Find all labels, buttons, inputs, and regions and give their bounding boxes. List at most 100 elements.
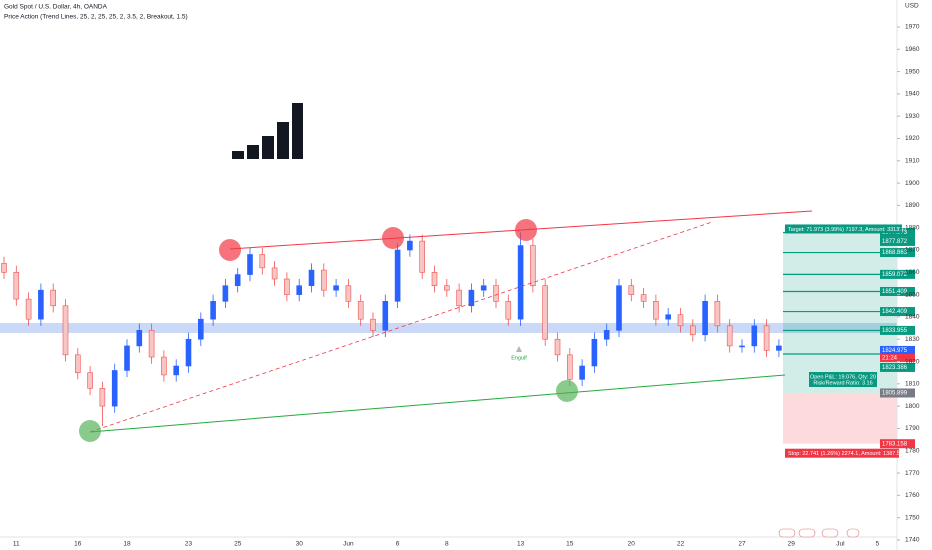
pnl-label: Open P&L: 19.076, Qty: 20 (810, 374, 876, 380)
candle-body (185, 338, 192, 367)
candle-body (468, 289, 475, 307)
candle-body (394, 249, 401, 302)
candle-body (628, 285, 635, 295)
candle-body (579, 365, 585, 380)
ratio-label: Risk/Reward Ratio: 3.16 (813, 380, 872, 386)
candle-body (370, 318, 376, 331)
candle-body (259, 254, 266, 269)
x-tick-label: 18 (123, 541, 131, 548)
drawings: Engulf (79, 103, 813, 442)
candle-body (689, 325, 696, 336)
y-tick-label: 1880 (905, 224, 920, 231)
y-tick-label: 1740 (905, 537, 920, 544)
pivot-low (79, 420, 101, 442)
indicator-label: Price Action (Trend Lines, 25, 2, 25, 25… (4, 14, 188, 21)
support-line (89, 374, 786, 433)
candle-body (148, 330, 155, 358)
candle-body (75, 354, 81, 373)
candle-body (62, 305, 69, 356)
price-tag-label: 1783.158 (882, 441, 908, 447)
price-tag-label: 1805.899 (882, 391, 908, 397)
x-tick-label: 15 (566, 541, 574, 548)
y-tick-label: 1750 (905, 514, 920, 521)
candle-body (480, 285, 487, 291)
y-tick-label: 1940 (905, 91, 920, 98)
candle-body (382, 301, 389, 331)
candle-body (443, 285, 450, 291)
candle-body (25, 298, 32, 320)
x-tick-label: 8 (445, 541, 449, 548)
target-box (785, 224, 902, 234)
candle-body (726, 325, 733, 347)
event-icons (778, 528, 860, 538)
candle-body (13, 272, 20, 300)
y-tick-label: 1840 (905, 314, 920, 321)
x-tick-label: 25 (234, 541, 242, 548)
candle-body (87, 372, 93, 389)
candle-body (653, 301, 659, 320)
candle-body (677, 314, 684, 327)
price-tag (880, 345, 915, 355)
candle-body (198, 318, 204, 340)
engulf-label: Engulf (511, 355, 527, 361)
price-tag-label: 1842.409 (882, 309, 908, 315)
y-tick-label: 1850 (905, 291, 920, 298)
countdown-tag (880, 353, 915, 362)
candle-body (345, 285, 352, 302)
candle-body (702, 301, 708, 336)
pivot-high (382, 227, 404, 249)
x-tick-label: 27 (738, 541, 746, 548)
price-tag (880, 307, 915, 317)
x-tick-label: 22 (677, 541, 685, 548)
x-tick-label: 23 (185, 541, 193, 548)
price-tag-label: 1823.386 (882, 365, 908, 371)
candle-body (419, 240, 426, 273)
stop-box (785, 448, 899, 458)
countdown-label: 21:24 (882, 356, 898, 362)
y-tick-label: 1760 (905, 492, 920, 499)
candle-body (136, 330, 143, 347)
y-tick-label: 1800 (905, 403, 920, 410)
candle-body (308, 269, 315, 287)
y-tick-label: 1820 (905, 358, 920, 365)
price-tag (880, 236, 915, 246)
price-tag (880, 248, 915, 258)
x-tick-label: 16 (74, 541, 82, 548)
candle-body (616, 285, 622, 331)
y-tick-label: 1930 (905, 113, 920, 120)
target-label: Target: 71.973 (3.99%) 7197.3, Amount: 3… (788, 227, 907, 233)
y-tick-label: 1960 (905, 46, 920, 53)
zones (0, 231, 897, 444)
y-tick-label: 1770 (905, 470, 920, 477)
candle-body (493, 285, 499, 302)
candle-body (50, 289, 57, 307)
signal-icon (232, 103, 303, 159)
price-tag (880, 439, 915, 449)
y-tick-label: 1890 (905, 202, 920, 209)
pivot-low (556, 380, 578, 402)
y-tick-label: 1810 (905, 381, 920, 388)
y-tick-label: 1870 (905, 247, 920, 254)
candle-body (665, 314, 672, 320)
support-zone (0, 322, 897, 333)
price-tag-label: 1859.072 (882, 272, 908, 278)
candle-body (505, 301, 512, 320)
candle-body (751, 325, 758, 347)
candle-body (542, 285, 549, 340)
stop-zone (783, 392, 897, 444)
pivot-high (219, 239, 241, 261)
candle-body (763, 325, 770, 351)
y-tick-label: 1900 (905, 180, 920, 187)
currency-label: USD (905, 3, 919, 10)
candle-body (234, 274, 241, 287)
pnl-box (809, 372, 877, 387)
candle-body (222, 285, 229, 302)
y-tick-label: 1830 (905, 336, 920, 343)
x-tick-label: 11 (13, 541, 20, 548)
candle-body (603, 330, 610, 340)
candle-body (320, 269, 327, 291)
candle-body (124, 345, 130, 371)
price-tag (880, 388, 915, 398)
